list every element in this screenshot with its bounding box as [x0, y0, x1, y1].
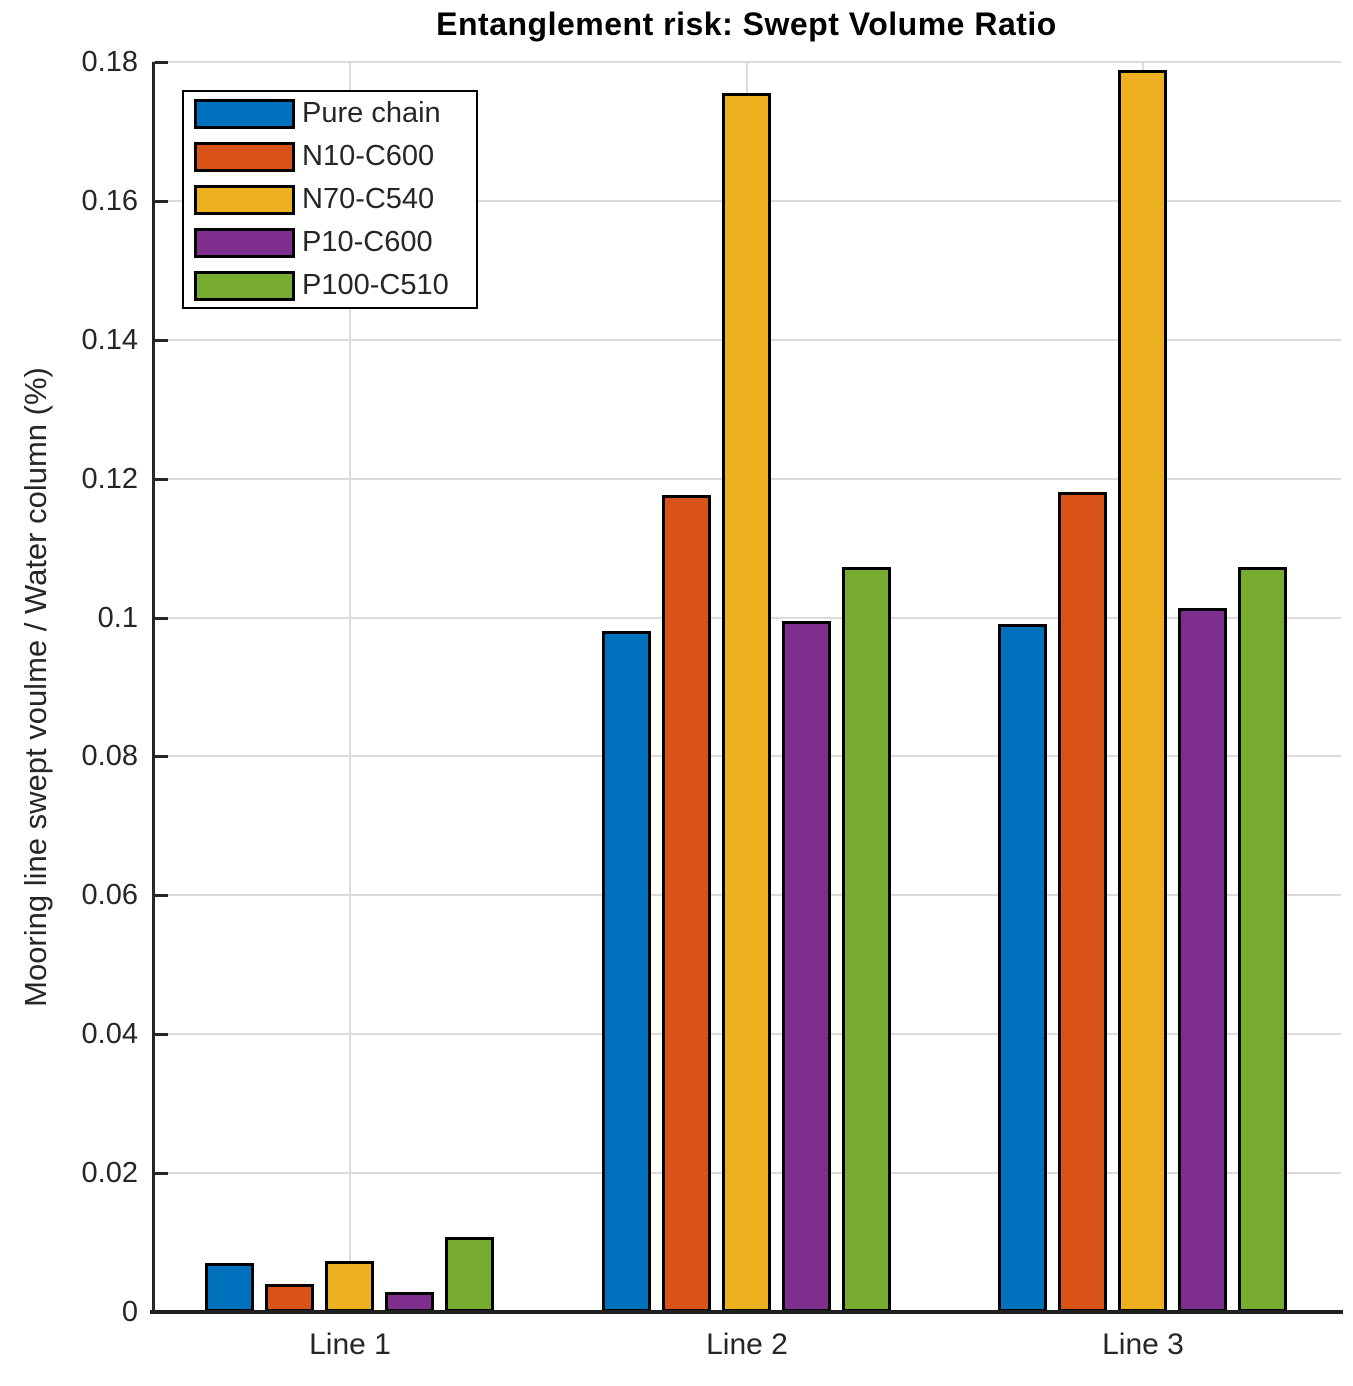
y-tick-label: 0 [121, 1296, 138, 1328]
y-axis-spine [152, 62, 155, 1313]
legend-label: N70-C540 [302, 183, 435, 215]
bar-p100-c510-2 [842, 567, 891, 1312]
gridline-vertical [349, 62, 351, 1312]
legend-swatch-p10-c600 [194, 227, 295, 258]
bar-p10-c600-1 [385, 1292, 434, 1312]
bar-pure-chain-3 [998, 624, 1047, 1312]
y-tick-label: 0.08 [81, 740, 138, 772]
x-tick-label: Line 3 [1102, 1328, 1184, 1361]
y-tick-mark [155, 894, 168, 897]
bar-n10-c600-2 [662, 495, 711, 1312]
bar-p10-c600-3 [1178, 608, 1227, 1312]
legend-swatch-pure-chain [194, 98, 295, 129]
legend-label: P100-C510 [302, 269, 449, 301]
chart-title: Entanglement risk: Swept Volume Ratio [436, 6, 1057, 42]
y-tick-label: 0.06 [81, 879, 138, 911]
legend-item: Pure chain [194, 92, 476, 135]
bar-p100-c510-1 [445, 1237, 494, 1312]
y-tick-label: 0.04 [81, 1018, 138, 1050]
y-tick-mark [155, 617, 168, 620]
legend-label: Pure chain [302, 97, 441, 129]
bar-n70-c540-2 [722, 93, 771, 1312]
legend-swatch-n10-c600 [194, 141, 295, 172]
bar-p100-c510-3 [1238, 567, 1287, 1312]
bar-pure-chain-1 [205, 1263, 254, 1312]
y-tick-label: 0.14 [81, 324, 138, 356]
legend-swatch-p100-c510 [194, 270, 295, 301]
bar-n70-c540-3 [1118, 70, 1167, 1312]
y-tick-mark [155, 339, 168, 342]
x-tick-label: Line 1 [309, 1328, 391, 1361]
legend: Pure chain N10-C600 N70-C540 P10-C600 P100-C… [182, 90, 478, 309]
legend-item: N70-C540 [194, 178, 476, 221]
bar-p10-c600-2 [782, 621, 831, 1312]
y-tick-label: 0.02 [81, 1157, 138, 1189]
legend-item: P10-C600 [194, 221, 476, 264]
legend-item: N10-C600 [194, 135, 476, 178]
bar-pure-chain-2 [602, 631, 651, 1312]
x-axis-line [150, 1310, 1343, 1314]
bar-n10-c600-1 [265, 1284, 314, 1312]
y-tick-mark [155, 61, 168, 64]
legend-swatch-n70-c540 [194, 184, 295, 215]
legend-label: N10-C600 [302, 140, 435, 172]
y-tick-label: 0.1 [97, 602, 138, 634]
y-tick-mark [155, 755, 168, 758]
x-tick-label: Line 2 [706, 1328, 788, 1361]
y-tick-mark [155, 478, 168, 481]
y-tick-mark [155, 200, 168, 203]
y-tick-label: 0.12 [81, 463, 138, 495]
legend-item: P100-C510 [194, 264, 476, 307]
y-tick-mark [155, 1033, 168, 1036]
plot-area [152, 61, 1341, 1312]
y-tick-mark [155, 1172, 168, 1175]
bar-n70-c540-1 [325, 1261, 374, 1312]
bar-n10-c600-3 [1058, 492, 1107, 1312]
legend-label: P10-C600 [302, 226, 433, 258]
y-tick-label: 0.16 [81, 185, 138, 217]
y-tick-label: 0.18 [81, 46, 138, 78]
